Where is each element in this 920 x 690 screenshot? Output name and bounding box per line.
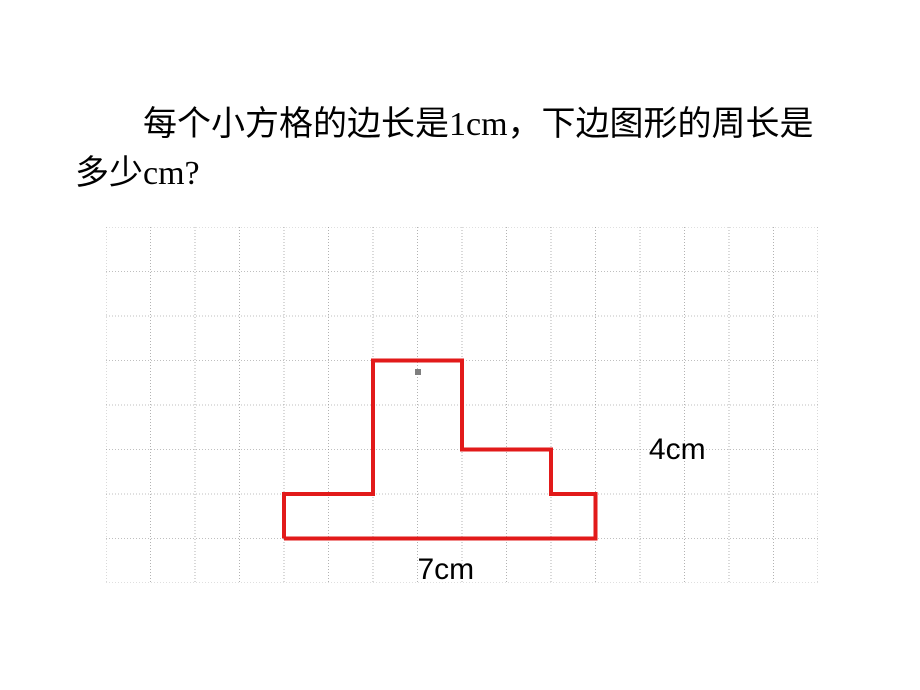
center-marker	[415, 369, 421, 375]
slide-canvas: 每个小方格的边长是1cm，下边图形的周长是多少cm? 7cm 4cm	[0, 0, 920, 690]
height-label: 4cm	[649, 433, 706, 467]
width-label: 7cm	[418, 553, 475, 587]
grid-and-shape	[106, 227, 818, 583]
question-text: 每个小方格的边长是1cm，下边图形的周长是多少cm?	[75, 100, 845, 199]
